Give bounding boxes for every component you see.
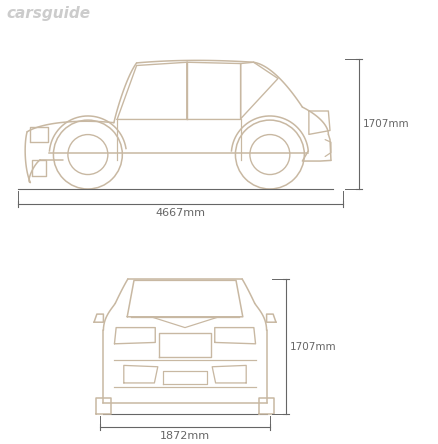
Text: carsguide: carsguide: [6, 6, 90, 21]
Text: 1707mm: 1707mm: [290, 341, 337, 352]
Text: 4667mm: 4667mm: [155, 208, 205, 218]
Text: 1872mm: 1872mm: [160, 431, 210, 441]
Text: 1707mm: 1707mm: [363, 119, 410, 129]
